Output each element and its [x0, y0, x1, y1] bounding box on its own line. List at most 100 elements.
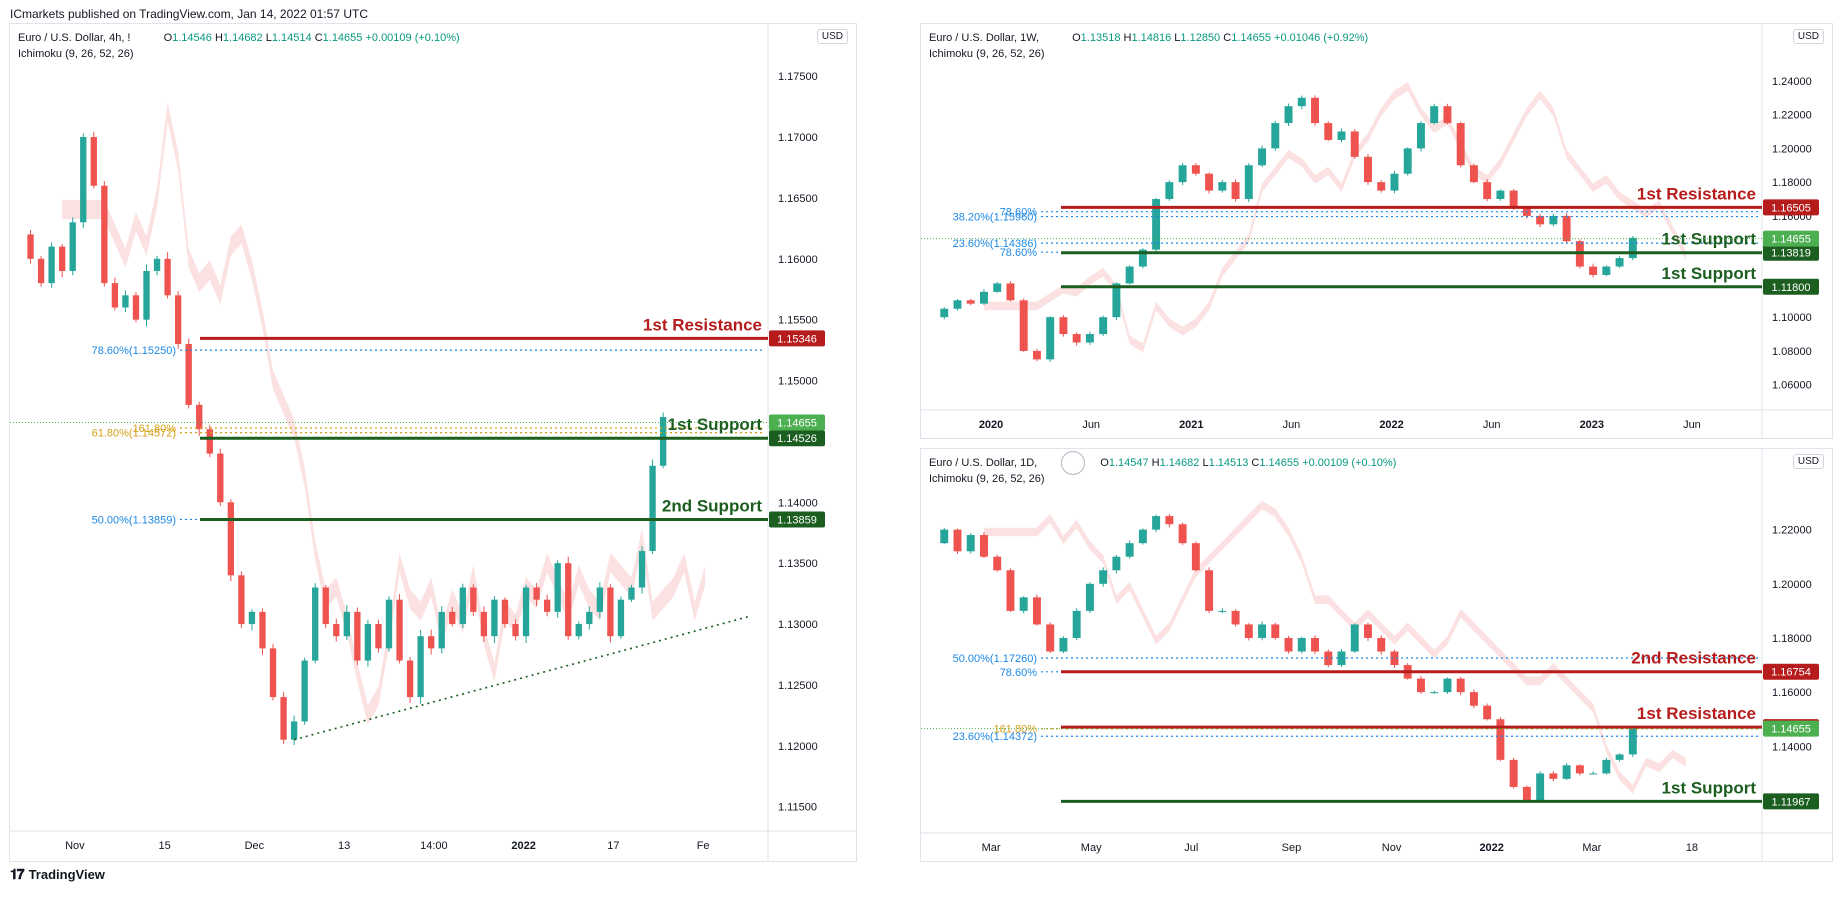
last-price-tag-label: 1.14655	[1771, 234, 1811, 246]
y-tick-label: 1.14000	[1772, 741, 1812, 753]
candle-body	[1311, 97, 1319, 124]
candle-body	[1469, 692, 1478, 706]
candle-body	[1138, 249, 1147, 267]
y-tick-label: 1.16500	[778, 193, 818, 205]
candle-body	[69, 222, 76, 271]
candle-body	[153, 258, 161, 271]
level-label: 2nd Resistance	[1631, 649, 1756, 668]
level-price-tag-label: 1.14526	[777, 433, 817, 445]
candle-body	[1416, 678, 1425, 693]
candle-body	[1456, 123, 1465, 166]
candle-body	[333, 624, 340, 637]
chart-1d-currency-button[interactable]: USD	[1792, 454, 1824, 469]
fib-label: 50.00%(1.13859)	[92, 514, 176, 526]
candle-body	[979, 291, 988, 304]
candle-body	[217, 453, 224, 503]
candle-body	[1549, 773, 1558, 779]
chart-panel-4h[interactable]: 1.17500 1.17000 1.16500 1.16000 1.15500 1.150…	[9, 23, 857, 862]
candle-body	[512, 624, 519, 637]
x-tick-label: 14:00	[420, 840, 448, 852]
candle-body	[48, 246, 55, 284]
level-price-tag	[1763, 278, 1819, 295]
candle-body	[1562, 765, 1571, 779]
candle-body	[628, 587, 635, 600]
candle-body	[586, 611, 593, 625]
candle-body	[343, 611, 350, 637]
y-tick-label: 1.11500	[778, 802, 817, 814]
y-tick-label: 1.16000	[1772, 687, 1812, 699]
candle-body	[417, 636, 424, 698]
x-tick-label: 15	[159, 840, 171, 852]
x-tick-label: 2022	[1479, 842, 1503, 854]
candle-body	[966, 535, 975, 552]
y-tick-label: 1.17500	[778, 71, 818, 83]
candle-body	[1019, 597, 1028, 611]
y-tick-label: 1.24000	[1772, 76, 1812, 88]
candle-body	[1271, 123, 1280, 149]
candle-body	[1032, 350, 1041, 360]
candle-body	[59, 246, 66, 271]
chart-1w-svg[interactable]: 1.240001.220001.200001.180001.160001.140…	[921, 24, 1832, 438]
x-tick-label: Mar	[982, 842, 1001, 854]
chart-1w-currency-button[interactable]: USD	[1792, 29, 1824, 44]
fib-label: 161.80%	[133, 423, 177, 435]
x-tick-label: 13	[338, 840, 350, 852]
y-tick-label: 1.16000	[778, 254, 818, 266]
candle-body	[1536, 215, 1545, 225]
chart-1w-indicator: Ichimoku (9, 26, 52, 26)	[929, 48, 1045, 60]
x-tick-label: Dec	[245, 840, 265, 852]
last-price-tag	[1763, 720, 1819, 737]
candle-body	[1483, 182, 1492, 200]
candle-body	[1072, 610, 1081, 638]
level-label: 1st Support	[668, 415, 763, 434]
candle-body	[101, 185, 108, 284]
candle-body	[354, 611, 361, 661]
y-tick-label: 1.22000	[1772, 110, 1812, 122]
tradingview-brand-label: TradingView	[28, 867, 105, 882]
y-tick-label: 1.15000	[778, 376, 818, 388]
candle-body	[1324, 123, 1333, 140]
candle-body	[993, 556, 1002, 571]
chart-4h-currency-button[interactable]: USD	[816, 29, 848, 44]
candle-body	[1443, 678, 1452, 693]
candle-body	[80, 137, 87, 223]
fib-label: 61.80%(1.14572)	[92, 428, 176, 440]
fib-label: 78.60%(1.15250)	[92, 345, 176, 357]
y-tick-label: 1.13000	[778, 619, 818, 631]
candle-body	[533, 587, 540, 600]
candle-body	[1205, 173, 1214, 191]
x-tick-label: 18	[1686, 842, 1698, 854]
candle-body	[290, 721, 298, 740]
candle-body	[1615, 754, 1624, 760]
last-price-tag-label: 1.14655	[777, 418, 817, 430]
candle-body	[953, 300, 962, 309]
candle-body	[966, 300, 975, 304]
fib-label: 23.60%(1.14372)	[953, 731, 1037, 743]
candle-body	[501, 599, 509, 625]
level-label: 1st Resistance	[643, 315, 762, 334]
chart-1d-indicator: Ichimoku (9, 26, 52, 26)	[929, 473, 1045, 485]
last-price-tag	[769, 414, 825, 431]
tradingview-brand[interactable]: 𝟏𝟕 TradingView	[10, 866, 105, 883]
x-tick-label: 2022	[511, 840, 535, 852]
x-tick-label: Fe	[697, 840, 710, 852]
chart-1d-loading-icon[interactable]	[1061, 451, 1085, 475]
chart-1d-svg[interactable]: 1.220001.200001.180001.160001.140001.120…	[921, 449, 1832, 861]
chart-4h-svg[interactable]: 1.17500 1.17000 1.16500 1.16000 1.15500 1.150…	[10, 24, 856, 861]
chart-panel-1d[interactable]: 1.220001.200001.180001.160001.140001.120…	[920, 448, 1833, 862]
candle-body	[1205, 570, 1214, 611]
level-price-tag	[769, 511, 825, 528]
fib-label: 38.20%(1.15960)	[953, 212, 1037, 224]
trendline	[293, 615, 749, 741]
candle-body	[1006, 570, 1015, 611]
level-price-tag	[1763, 793, 1819, 810]
chart-1w-title: Euro / U.S. Dollar, 1W,	[929, 32, 1040, 44]
candle-body	[1258, 624, 1267, 638]
candle-body	[1589, 266, 1598, 275]
candle-body	[1390, 173, 1399, 191]
candle-body	[364, 624, 372, 661]
candle-body	[122, 295, 129, 308]
x-tick-label: May	[1081, 842, 1102, 854]
chart-panel-1w[interactable]: 1.240001.220001.200001.180001.160001.140…	[920, 23, 1833, 439]
candle-body	[301, 660, 308, 722]
